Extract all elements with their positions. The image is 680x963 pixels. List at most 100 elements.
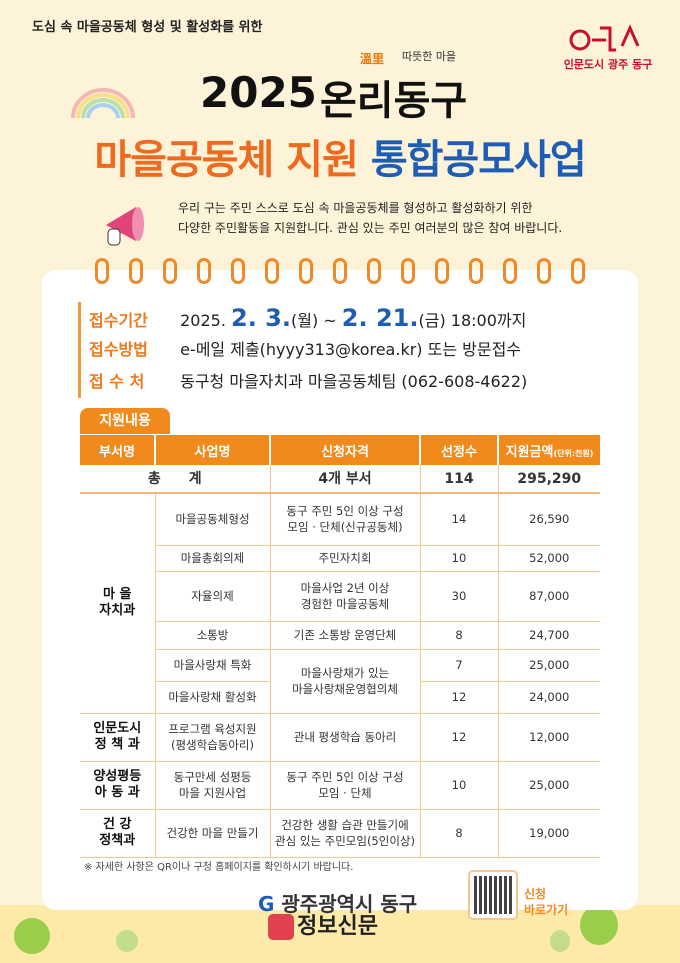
- binder-ring: [95, 258, 109, 284]
- qr-code[interactable]: [468, 870, 518, 920]
- project-cell: 마을사랑채 특화: [155, 648, 271, 682]
- amount-cell: 24,700: [497, 620, 600, 650]
- project-cell: 건강한 마을 만들기: [154, 808, 271, 858]
- table-row: 마을사랑채 활성화 12 24,000: [80, 680, 600, 714]
- qualification-cell: 기존 소통방 운영단체: [269, 620, 421, 650]
- project-cell: 프로그램 육성지원 (평생학습동아리): [154, 712, 271, 762]
- table-row: 마 을 자치과 마을공동체형성 동구 주민 5인 이상 구성 모임 · 단체(신규공…: [80, 492, 600, 714]
- project-cell: 소통방: [155, 620, 271, 650]
- amount-cell: 25,000: [497, 648, 600, 682]
- header-project: 사업명: [154, 435, 270, 465]
- qualification-cell: 마을사업 2년 이상 경험한 마을공동체: [269, 570, 421, 622]
- qualification-cell: 건강한 생활 습관 만들기에 관심 있는 주민모임(5인이상): [269, 808, 421, 858]
- binder-ring: [197, 258, 211, 284]
- count-cell: 10: [419, 760, 499, 810]
- count-cell: 12: [419, 712, 499, 762]
- amount-cell: 19,000: [497, 808, 600, 858]
- intro-line: 우리 구는 주민 스스로 도심 속 마을공동체를 형성하고 활성화하기 위한: [178, 201, 533, 215]
- project-cell: 마을공동체형성: [154, 492, 271, 546]
- brand-tag: 溫里: [360, 52, 385, 66]
- brand-name: 온리동구: [320, 77, 468, 124]
- tree-icon: [116, 930, 138, 952]
- binder-ring: [129, 258, 143, 284]
- qr-label-1: 신청: [524, 887, 547, 901]
- amount-cell: 24,000: [497, 680, 600, 714]
- table-row: 건 강 정책과 건강한 마을 만들기 건강한 생활 습관 만들기에 관심 있는 주민…: [80, 808, 600, 858]
- qualification-cell: 동구 주민 5인 이상 구성 모임 · 단체(신규공동체): [269, 492, 421, 546]
- method-label: 접수방법: [89, 340, 148, 359]
- count-cell: 8: [419, 808, 499, 858]
- amount-cell: 52,000: [497, 544, 600, 572]
- table-row: 소통방 기존 소통방 운영단체 8 24,700: [80, 620, 600, 650]
- poster-subtitle: 도심 속 마을공동체 형성 및 활성화를 위한: [32, 20, 263, 35]
- total-row: 총 계 4개 부서 114 295,290: [80, 465, 600, 494]
- qualification-cell: 동구 주민 5인 이상 구성 모임 · 단체: [269, 760, 421, 810]
- count-cell: 10: [419, 544, 499, 572]
- total-count: 114: [419, 465, 499, 494]
- amount-cell: 87,000: [497, 570, 600, 622]
- place-row: 접 수 처 동구청 마을자치과 마을공동체팀 (062-608-4622): [89, 366, 527, 398]
- method-row: 접수방법 e-메일 제출(hyyy313@korea.kr) 또는 방문접수: [89, 334, 527, 366]
- main-title: 마을공동체 지원 통합공모사업: [0, 127, 680, 185]
- total-qual: 4개 부서: [269, 465, 421, 494]
- org-name: 광주광역시 동구: [281, 892, 418, 916]
- period-end-day: (금) 18:00까지: [418, 311, 527, 330]
- count-cell: 7: [419, 648, 499, 682]
- tree-icon: [550, 930, 570, 952]
- method-value: e-메일 제출(hyyy313@korea.kr) 또는 방문접수: [180, 340, 522, 359]
- rainbow-icon: [71, 88, 135, 119]
- tree-icon: [580, 905, 618, 945]
- title-blue: 통합공모사업: [370, 137, 587, 183]
- table-row: 마을총회의제 주민자치회 10 52,000: [80, 544, 600, 572]
- city-logo: 인문도시 광주 동구: [558, 22, 658, 72]
- binder-ring: [265, 258, 279, 284]
- binder-ring: [299, 258, 313, 284]
- period-start: 2. 3.: [231, 304, 291, 332]
- header-amount-label: 지원금액: [505, 444, 554, 460]
- amount-cell: 25,000: [497, 760, 600, 810]
- watermark-icon: [268, 914, 294, 940]
- binder-ring: [435, 258, 449, 284]
- logo-text: 인문도시 광주 동구: [563, 58, 653, 71]
- header-amount: 지원금액(단위:천원): [497, 435, 600, 465]
- place-value: 동구청 마을자치과 마을공동체팀 (062-608-4622): [180, 372, 528, 391]
- binder-ring: [163, 258, 177, 284]
- dept-cell: 건 강 정책과: [80, 808, 156, 858]
- brand-logo: 溫里 따뜻한 마을 온리동구: [320, 50, 490, 124]
- period-row: 접수기간 2025. 2. 3.(월) ~ 2. 21.(금) 18:00까지: [89, 302, 527, 334]
- qualification-cell: 주민자치회: [269, 544, 421, 572]
- title-orange: 마을공동체 지원: [94, 137, 359, 183]
- project-cell: 자율의제: [155, 570, 271, 622]
- binder-ring: [537, 258, 551, 284]
- dept-cell: 마 을 자치과: [80, 492, 156, 714]
- qr-pattern-icon: [474, 876, 512, 914]
- count-cell: 12: [419, 680, 499, 714]
- count-cell: 8: [419, 620, 499, 650]
- count-cell: 14: [419, 492, 499, 546]
- count-cell: 30: [419, 570, 499, 622]
- header-qualification: 신청자격: [269, 435, 420, 465]
- period-start-day: (월) ~: [291, 311, 337, 330]
- org-emblem-icon: G: [258, 892, 275, 916]
- megaphone-icon: [106, 207, 144, 246]
- table-row: 양성평등 아 동 과 동구만세 성평등 마을 지원사업 동구 주민 5인 이상 구성…: [80, 760, 600, 810]
- qualification-cell: 관내 평생학습 동아리: [269, 712, 421, 762]
- org-logo: G 광주광역시 동구: [258, 888, 417, 917]
- binder-ring: [231, 258, 245, 284]
- project-cell: 마을총회의제: [155, 544, 271, 572]
- tree-icon: [14, 918, 50, 954]
- period-year: 2025.: [180, 311, 226, 330]
- table-header: 부서명 사업명 신청자격 선정수 지원금액(단위:천원): [80, 435, 600, 465]
- header-count: 선정수: [419, 435, 498, 465]
- period-end: 2. 21.: [341, 304, 419, 332]
- amount-cell: 12,000: [497, 712, 600, 762]
- amount-cell: 26,590: [497, 492, 600, 546]
- total-label: 총 계: [80, 465, 271, 494]
- binder-ring: [571, 258, 585, 284]
- qr-label-2: 바로가기: [524, 903, 569, 917]
- place-label: 접 수 처: [89, 372, 145, 391]
- total-amount: 295,290: [497, 465, 600, 494]
- application-info: 접수기간 2025. 2. 3.(월) ~ 2. 21.(금) 18:00까지 …: [78, 302, 527, 398]
- qualification-cell: 마을사랑채가 있는 마을사랑채운영협의체: [269, 648, 421, 714]
